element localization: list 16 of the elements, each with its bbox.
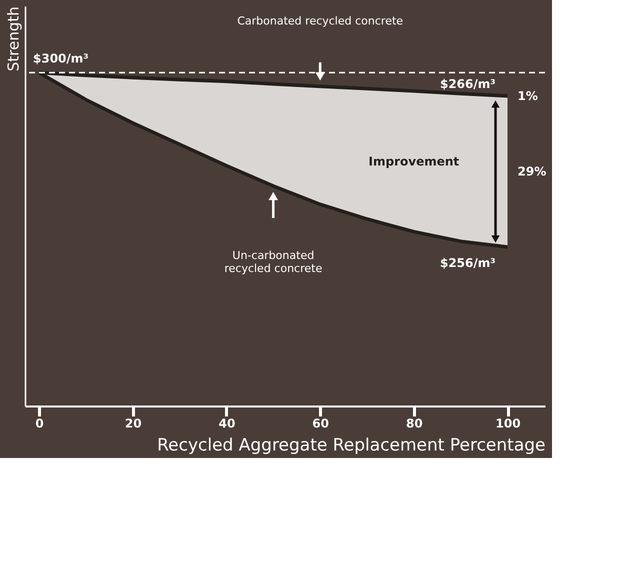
text: Carbonated recycled concrete: [237, 14, 404, 28]
x-tick-label: 60: [312, 416, 329, 430]
y-axis-title: Strength: [4, 6, 22, 72]
x-tick-label: 20: [124, 416, 142, 430]
annotation: Improvement: [368, 154, 460, 168]
annotation: $266/m³: [440, 77, 496, 91]
ref-line-label: $300/m³: [33, 52, 89, 66]
x-tick-label: 80: [406, 416, 423, 430]
annotation: 29%: [518, 164, 546, 178]
x-axis-title: Recycled Aggregate Replacement Percentage: [157, 436, 546, 456]
annotation: $256/m³: [440, 256, 496, 270]
x-tick-label: 100: [495, 416, 521, 430]
x-tick-label: 0: [35, 416, 44, 430]
x-tick-label: 40: [218, 416, 236, 430]
annotation: 1%: [518, 89, 538, 103]
annotation: Un-carbonated recycled concrete: [224, 249, 322, 275]
